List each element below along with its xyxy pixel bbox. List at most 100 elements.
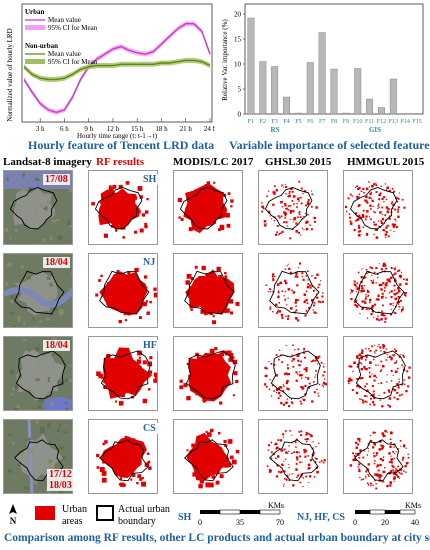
- date-label-nj: 18/04: [43, 257, 70, 268]
- varimp-xtick-label: F8: [331, 119, 337, 125]
- scale2-city: NJ, HF, CS: [297, 512, 345, 523]
- map-tile-sh-hmmgul: [343, 170, 413, 245]
- lrd-legend-nonurban-ci-label: 95% CI for Mean: [48, 58, 98, 66]
- varimp-bar-F6: [306, 62, 314, 115]
- varimp-group-gis: GIS: [369, 126, 381, 134]
- lrd-legend-urban-title: Urban: [25, 8, 45, 16]
- city-label-sh: SH: [141, 174, 159, 185]
- lrd-xtick-label: 6 h: [60, 125, 69, 133]
- varimp-bar-F13: [389, 78, 397, 115]
- col-head-modis: MODIS/LC 2017: [173, 156, 254, 168]
- map-tile-cs-modis: [173, 419, 243, 494]
- varimp-xtick-label: F9: [343, 119, 349, 125]
- varimp-xtick-label: F11: [365, 119, 374, 125]
- lrd-plot-frame: [21, 3, 213, 123]
- map-tile-cs-landsat: [3, 419, 73, 494]
- varimp-chart: Relative Var. importance (%) 0 5 10 15 20 F1 F…: [215, 0, 430, 152]
- lrd-ci-band-0: [24, 21, 210, 115]
- legend-urban-swatch: [35, 506, 55, 520]
- varimp-bar-F9: [342, 112, 350, 115]
- varimp-xtick-label: F1: [248, 119, 254, 125]
- map-legend: N Urban areas Actual urban boundary SH 0…: [0, 500, 430, 530]
- varimp-ytick-label: 10: [234, 61, 242, 69]
- legend-urban-label-2: areas: [62, 516, 83, 527]
- lrd-legend-nonurban-ci: [25, 59, 45, 64]
- lrd-caption: Hourly feature of Tencent LRD data: [28, 138, 215, 152]
- varimp-xtick-label: F4: [283, 119, 289, 125]
- city-label-hf: HF: [141, 340, 159, 351]
- image-date: 18/04: [45, 257, 68, 268]
- date-label-cs: 17/12 18/03: [47, 469, 74, 491]
- lrd-chart: Normalized value of hourly LRD 3 h 6 h 9 h…: [0, 0, 217, 152]
- map-tile-hf-hmmgul: [343, 336, 413, 411]
- scale1-tick-2: 70: [276, 518, 284, 527]
- varimp-ytick-label: 5: [238, 86, 242, 94]
- date-label-hf: 18/04: [43, 340, 70, 351]
- varimp-bar-F4: [283, 96, 290, 115]
- map-tile-sh-rf: [88, 170, 158, 245]
- city-label-nj: NJ: [141, 257, 158, 268]
- legend-boundary-label-1: Actual urban: [118, 504, 170, 515]
- image-date: 17/08: [45, 174, 68, 185]
- scale2-tick-1: 20: [381, 518, 389, 527]
- map-tile-hf-modis: [173, 336, 243, 411]
- lrd-legend-nonurban-mean: Mean value: [48, 50, 81, 58]
- varimp-xtick-label: F12: [377, 119, 386, 125]
- map-tile-cs-ghsl: [258, 419, 328, 494]
- lrd-series-line-0: [23, 23, 211, 114]
- lrd-chart-svg: Normalized value of hourly LRD 3 h 6 h 9 h…: [6, 3, 217, 140]
- varimp-bar-F12: [378, 107, 385, 115]
- north-arrow-icon: N: [9, 504, 17, 526]
- bottom-caption: Comparison among RF results, other LC pr…: [4, 532, 430, 544]
- varimp-bar-F10: [354, 68, 362, 115]
- lrd-legend-urban-mean: Mean value: [48, 16, 81, 24]
- map-tile-nj-ghsl: [258, 253, 328, 328]
- scale1-city: SH: [178, 512, 192, 523]
- image-date: 18/04: [45, 340, 68, 351]
- lrd-ylabel: Normalized value of hourly LRD: [6, 28, 14, 121]
- col-head-hmmgul: HMMGUL 2015: [347, 156, 425, 168]
- varimp-bar-F11: [366, 98, 374, 115]
- varimp-bar-F3: [271, 66, 279, 115]
- varimp-ylabel: Relative Var. importance (%): [221, 19, 229, 101]
- date-label-sh: 17/08: [43, 174, 70, 185]
- map-tile-hf-rf: [88, 336, 158, 411]
- col-head-ghsl: GHSL30 2015: [265, 156, 332, 168]
- varimp-xtick-label: F13: [389, 119, 398, 125]
- lrd-xtick-label: 21 h: [180, 125, 193, 133]
- varimp-xtick-label: F3: [271, 119, 277, 125]
- varimp-group-rs: RS: [271, 126, 280, 134]
- varimp-ytick-label: 0: [238, 111, 242, 119]
- varimp-bar-F2: [259, 61, 267, 115]
- varimp-bar-F8: [330, 68, 338, 115]
- varimp-xtick-label: F5: [295, 119, 301, 125]
- lrd-series-line-1: [23, 59, 211, 81]
- lrd-xlabel: Hourly time range (t: t-1→t): [77, 132, 158, 140]
- map-tile-sh-ghsl: [258, 170, 328, 245]
- varimp-bar-F15: [413, 113, 421, 115]
- map-tile-nj-rf: [88, 253, 158, 328]
- svg-text:N: N: [10, 516, 17, 526]
- varimp-ytick-label: 15: [234, 36, 242, 44]
- scale1-tick-1: 35: [236, 518, 244, 527]
- varimp-bar-F5: [294, 112, 302, 115]
- map-tile-hf-ghsl: [258, 336, 328, 411]
- lrd-xtick-label: 9 h: [84, 125, 93, 133]
- lrd-xtick-label: 12 h: [107, 125, 120, 133]
- col-head-landsat: Landsat-8 imagery: [3, 156, 92, 168]
- lrd-xtick-label: 18 h: [155, 125, 168, 133]
- lrd-xtick-label: 24 h: [204, 125, 215, 133]
- scale2-tick-2: 40: [411, 518, 419, 527]
- varimp-bar-F14: [401, 113, 409, 115]
- map-tile-nj-hmmgul: [343, 253, 413, 328]
- scale-bar-2: [355, 509, 416, 515]
- varimp-xtick-label: F10: [353, 119, 362, 125]
- scale1-units: KMs: [268, 501, 284, 510]
- image-date: 17/12: [49, 469, 72, 480]
- varimp-ytick-label: 20: [234, 11, 242, 19]
- lrd-xtick-label: 15 h: [131, 125, 144, 133]
- legend-boundary-label-2: boundary: [118, 516, 156, 527]
- map-tile-sh-modis: [173, 170, 243, 245]
- scale-bar-1: [200, 509, 281, 515]
- varimp-xtick-label: F2: [260, 119, 266, 125]
